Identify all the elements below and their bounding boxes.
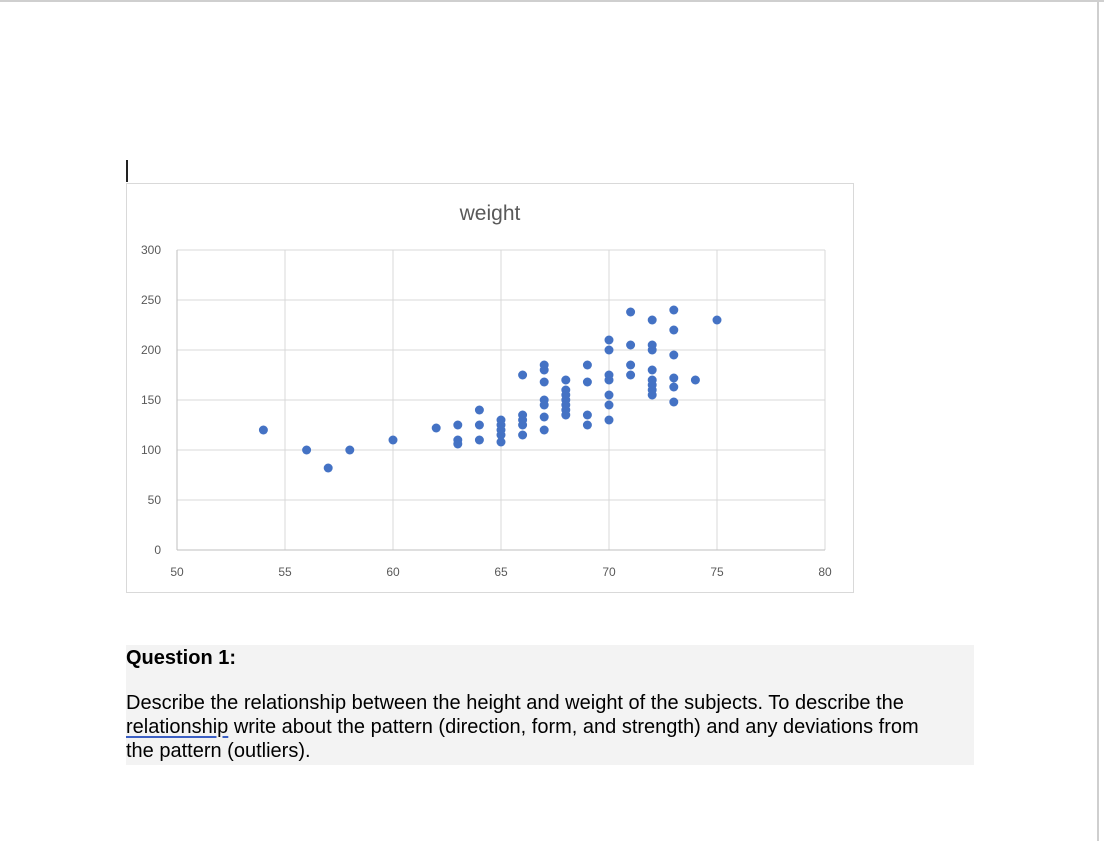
data-point — [496, 430, 506, 440]
data-point — [604, 415, 614, 425]
data-points — [258, 305, 722, 473]
y-tick-label: 250 — [141, 293, 161, 307]
data-point — [690, 375, 700, 385]
data-point — [561, 375, 571, 385]
data-point — [669, 382, 679, 392]
y-tick-label: 50 — [148, 493, 162, 507]
scatter-chart: weight 0 50 100 150 200 250 300 50 55 60 65 70 75 80 — [141, 202, 832, 579]
spellcheck-underlined-word[interactable]: relationship — [126, 716, 229, 738]
x-tick-label: 50 — [170, 565, 184, 579]
data-point — [647, 365, 657, 375]
chart-title: weight — [459, 202, 521, 225]
data-point — [474, 405, 484, 415]
y-axis-tick-labels: 0 50 100 150 200 250 300 — [141, 243, 161, 557]
data-point — [518, 370, 528, 380]
x-tick-label: 60 — [386, 565, 400, 579]
data-point — [647, 345, 657, 355]
y-tick-label: 300 — [141, 243, 161, 257]
data-point — [647, 390, 657, 400]
data-point — [712, 315, 722, 325]
data-point — [474, 420, 484, 430]
y-tick-label: 150 — [141, 393, 161, 407]
data-point — [669, 350, 679, 360]
data-point — [561, 410, 571, 420]
question-body: Describe the relationship between the he… — [126, 691, 946, 763]
data-point — [518, 420, 528, 430]
data-point — [669, 373, 679, 383]
gridlines — [176, 249, 826, 551]
data-point — [582, 410, 592, 420]
data-point — [539, 365, 549, 375]
data-point — [518, 430, 528, 440]
data-point — [626, 340, 636, 350]
question-text-start: Describe the relationship between the he… — [126, 692, 904, 714]
x-axis-tick-labels: 50 55 60 65 70 75 80 — [170, 565, 832, 579]
data-point — [626, 307, 636, 317]
data-point — [539, 400, 549, 410]
data-point — [582, 420, 592, 430]
data-point — [258, 425, 268, 435]
question-block: Question 1: Describe the relationship be… — [126, 645, 974, 765]
y-tick-label: 0 — [154, 543, 161, 557]
data-point — [474, 435, 484, 445]
question-text-end: write about the pattern (direction, form… — [126, 716, 919, 762]
data-point — [604, 345, 614, 355]
x-tick-label: 75 — [710, 565, 724, 579]
data-point — [604, 400, 614, 410]
page-edge-right — [1097, 0, 1099, 841]
data-point — [453, 439, 463, 449]
y-tick-label: 100 — [141, 443, 161, 457]
data-point — [539, 412, 549, 422]
question-heading: Question 1: — [126, 647, 237, 669]
data-point — [647, 315, 657, 325]
x-tick-label: 70 — [602, 565, 616, 579]
x-tick-label: 80 — [818, 565, 832, 579]
text-cursor — [126, 160, 128, 182]
x-tick-label: 55 — [278, 565, 292, 579]
page-edge-top — [0, 0, 1104, 2]
data-point — [582, 360, 592, 370]
data-point — [604, 375, 614, 385]
data-point — [323, 463, 333, 473]
data-point — [604, 390, 614, 400]
data-point — [604, 335, 614, 345]
chart-frame[interactable]: weight 0 50 100 150 200 250 300 50 55 60 65 70 75 80 — [126, 183, 854, 593]
y-tick-label: 200 — [141, 343, 161, 357]
data-point — [453, 420, 463, 430]
data-point — [539, 425, 549, 435]
data-point — [582, 377, 592, 387]
data-point — [669, 325, 679, 335]
data-point — [302, 445, 312, 455]
data-point — [539, 377, 549, 387]
x-tick-label: 65 — [494, 565, 508, 579]
data-point — [669, 397, 679, 407]
data-point — [496, 437, 506, 447]
data-point — [626, 360, 636, 370]
data-point — [345, 445, 355, 455]
data-point — [431, 423, 441, 433]
data-point — [669, 305, 679, 315]
data-point — [388, 435, 398, 445]
data-point — [626, 370, 636, 380]
